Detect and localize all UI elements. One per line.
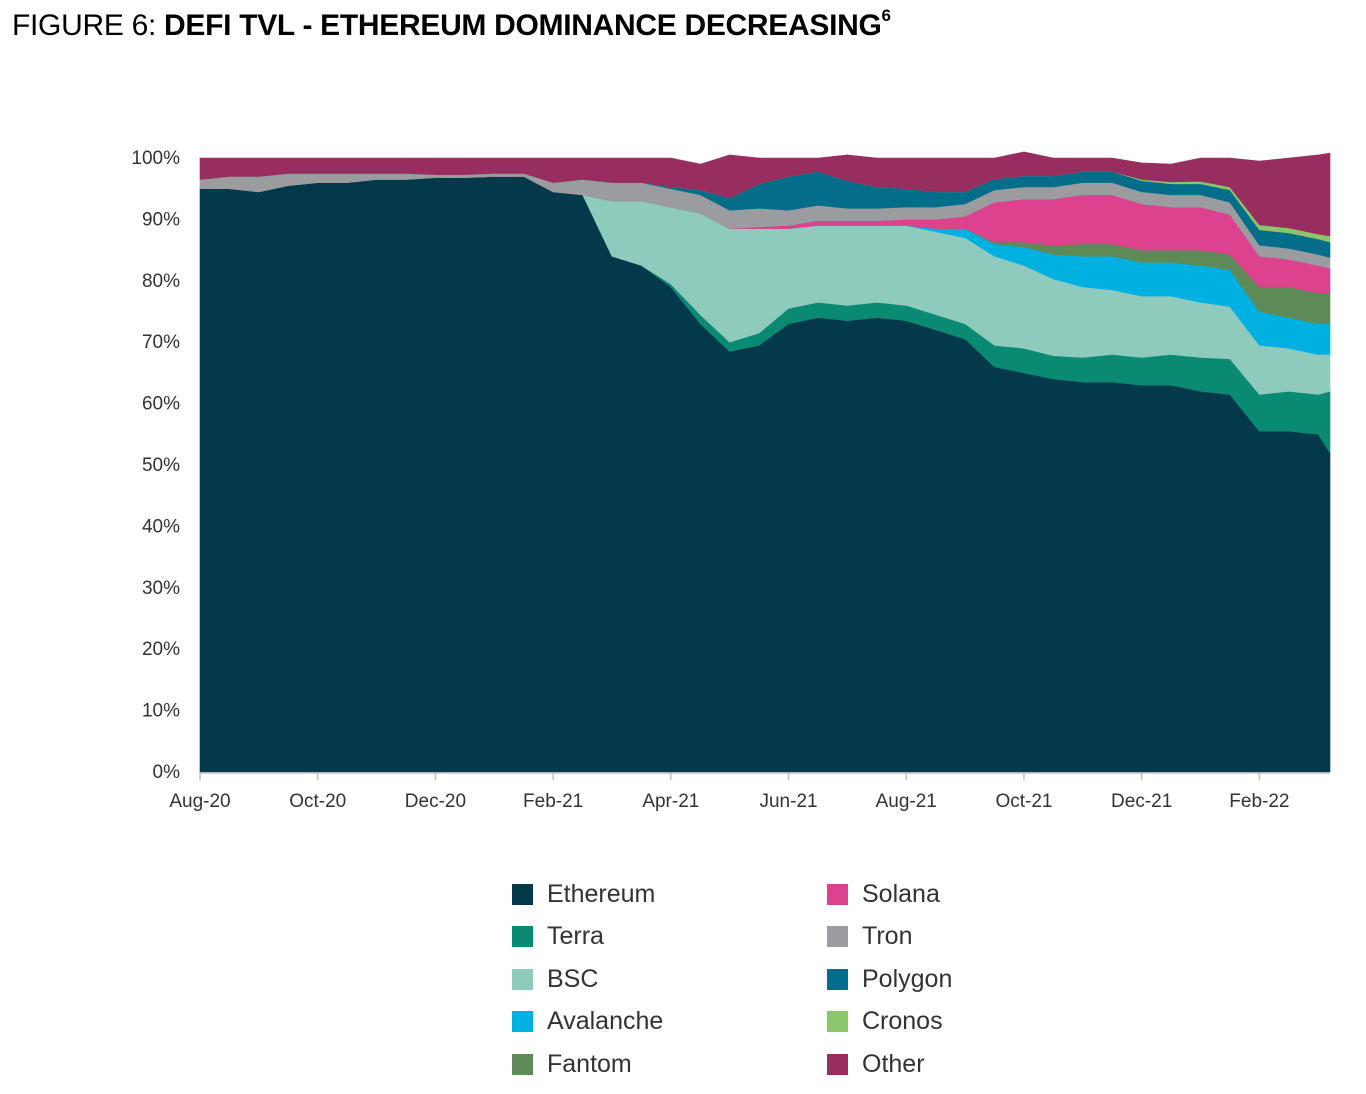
- area-other: [199, 151, 1331, 237]
- chart-areas: [199, 151, 1331, 773]
- figure-footnote: 6: [881, 6, 891, 25]
- legend-swatch: [827, 883, 848, 905]
- x-tick-label: Feb-22: [1229, 791, 1289, 812]
- legend-item-fantom: Fantom: [512, 1044, 632, 1084]
- y-tick-label: 40%: [142, 516, 180, 537]
- legend-swatch: [512, 926, 533, 947]
- y-tick-label: 0%: [153, 762, 181, 783]
- legend-swatch: [827, 1053, 848, 1075]
- legend-item-terra: Terra: [512, 917, 604, 957]
- x-tick-label: Apr-21: [642, 791, 699, 812]
- figure-title-text: DEFI TVL - ETHEREUM DOMINANCE DECREASING: [164, 9, 882, 42]
- x-tick-label: Aug-21: [876, 791, 937, 812]
- legend-swatch: [827, 926, 848, 947]
- y-tick-label: 70%: [142, 332, 180, 353]
- legend-label: Solana: [862, 879, 940, 908]
- legend-item-solana: Solana: [827, 874, 940, 914]
- legend-swatch: [512, 1053, 533, 1075]
- figure-prefix: FIGURE 6:: [12, 9, 165, 42]
- legend-item-ethereum: Ethereum: [512, 874, 655, 914]
- legend-swatch: [512, 968, 533, 990]
- legend-label: Cronos: [862, 1007, 943, 1035]
- x-tick-label: Aug-20: [169, 791, 230, 812]
- x-tick-label: Dec-20: [405, 791, 466, 812]
- legend-label: Other: [862, 1049, 925, 1078]
- legend-swatch: [512, 1011, 533, 1032]
- y-tick-label: 90%: [142, 209, 180, 230]
- legend-item-bsc: BSC: [512, 959, 598, 999]
- x-tick-label: Feb-21: [523, 791, 583, 812]
- legend-item-polygon: Polygon: [827, 959, 952, 999]
- legend-label: Avalanche: [547, 1007, 664, 1035]
- legend-swatch: [827, 968, 848, 990]
- y-tick-label: 20%: [142, 639, 180, 660]
- x-tick-label: Jun-21: [759, 791, 817, 812]
- legend-item-tron: Tron: [827, 917, 912, 957]
- legend-label: Terra: [547, 922, 604, 950]
- legend-item-avalanche: Avalanche: [512, 1002, 663, 1042]
- y-tick-label: 10%: [142, 701, 180, 722]
- legend-label: Ethereum: [547, 879, 656, 908]
- legend-item-other: Other: [827, 1044, 925, 1084]
- legend-item-cronos: Cronos: [827, 1002, 943, 1042]
- chart-legend: Ethereum Terra BSC Avalanche Fantom Solana Tro…: [512, 874, 1032, 1094]
- y-tick-label: 50%: [142, 455, 180, 476]
- legend-swatch: [827, 1011, 848, 1032]
- y-tick-label: 30%: [142, 578, 180, 599]
- y-tick-label: 80%: [142, 271, 180, 292]
- x-tick-label: Oct-21: [995, 791, 1052, 812]
- legend-swatch: [512, 883, 533, 905]
- legend-label: Polygon: [862, 964, 953, 993]
- legend-label: Tron: [862, 922, 913, 950]
- x-tick-label: Dec-21: [1111, 791, 1172, 812]
- legend-label: BSC: [547, 964, 599, 993]
- y-tick-label: 100%: [131, 148, 180, 169]
- x-tick-label: Oct-20: [289, 791, 346, 812]
- figure-title: FIGURE 6: DEFI TVL - ETHEREUM DOMINANCE …: [12, 6, 891, 43]
- chart-axes: 0% 10% 20% 30% 40% 50% 60% 70% 80% 90% 100% Aug-20 O…: [131, 148, 1330, 812]
- y-tick-label: 60%: [142, 394, 180, 415]
- legend-label: Fantom: [547, 1049, 632, 1078]
